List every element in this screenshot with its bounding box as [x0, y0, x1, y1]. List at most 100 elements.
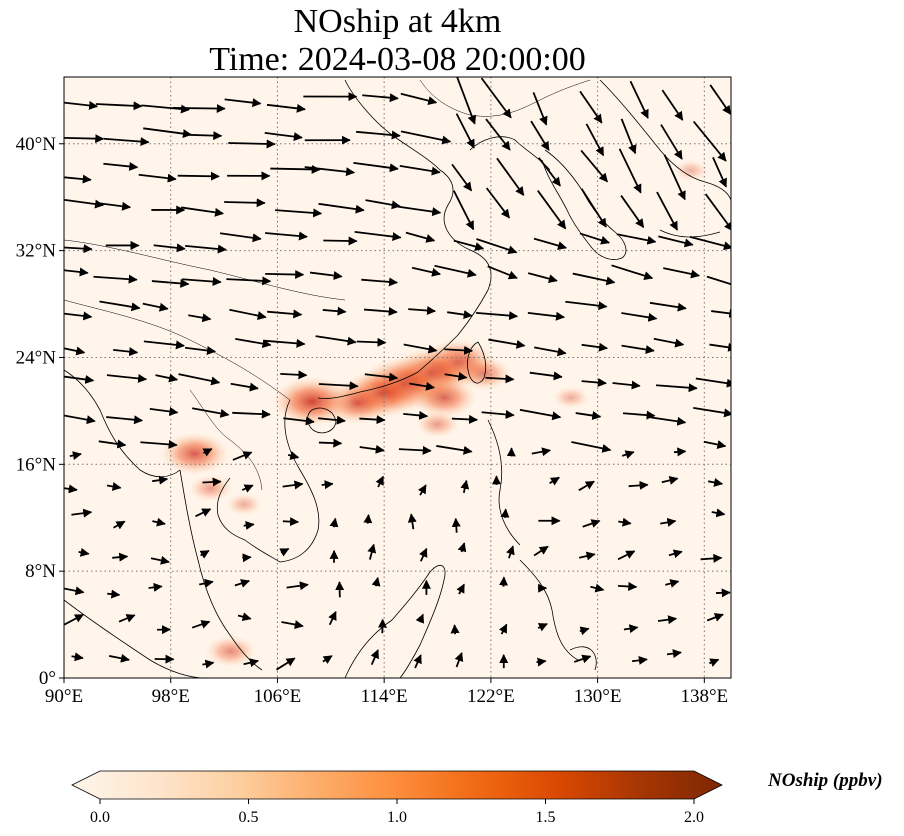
wind-vector — [199, 578, 214, 588]
wind-vector — [650, 416, 687, 426]
wind-vector — [673, 447, 687, 457]
wind-vector — [415, 613, 424, 624]
y-tick-label: 32°N — [16, 241, 57, 262]
wind-vector — [237, 612, 252, 622]
wind-vector — [618, 517, 632, 527]
wind-vector — [282, 517, 300, 527]
wind-vector — [434, 264, 477, 278]
coastline-indochina — [216, 477, 281, 563]
wind-vector — [281, 620, 304, 629]
wind-vector — [481, 409, 515, 419]
x-tick-label: 138°E — [680, 686, 728, 707]
wind-vector — [663, 154, 686, 201]
wind-vector — [531, 447, 552, 457]
wind-vector — [142, 302, 169, 312]
wind-vector — [286, 581, 309, 591]
wind-vector — [453, 190, 475, 231]
wind-vector — [400, 130, 452, 145]
wind-vector — [549, 476, 560, 486]
wind-vector — [234, 579, 250, 588]
wind-vector — [419, 547, 428, 562]
wind-vector — [454, 652, 464, 668]
country-border-3 — [189, 389, 263, 491]
wind-vector — [371, 576, 381, 587]
wind-vector — [413, 654, 422, 669]
wind-vector — [581, 378, 607, 388]
wind-vector — [364, 372, 399, 382]
wind-vector — [241, 484, 254, 493]
coastline-china — [317, 79, 492, 399]
wind-vector — [580, 149, 609, 183]
wind-vector — [363, 306, 398, 316]
concentration-hotspot — [188, 474, 233, 502]
wind-vector — [64, 199, 105, 209]
wind-vector — [318, 381, 359, 391]
wind-vector — [64, 484, 78, 494]
wind-vector — [375, 475, 384, 488]
wind-vector — [622, 410, 656, 420]
wind-vector — [184, 346, 216, 355]
concentration-hotspot — [673, 159, 709, 182]
wind-vector — [151, 278, 190, 288]
wind-vector — [444, 371, 468, 381]
wind-vector — [532, 92, 548, 126]
wind-vector — [275, 657, 296, 671]
x-tick-label: 130°E — [574, 686, 622, 707]
x-axis-ticks: 90°E 98°E 106°E 114°E 122°E 130°E 138°E — [45, 678, 728, 707]
wind-vector — [149, 407, 179, 416]
wind-vector — [150, 555, 170, 565]
wind-vector — [113, 347, 139, 357]
x-tick-label: 98°E — [152, 686, 190, 707]
wind-vector — [64, 346, 86, 356]
x-tick-label: 106°E — [254, 686, 302, 707]
wind-vector — [444, 345, 474, 355]
colorbar-label: NOship (ppbv) — [768, 770, 883, 791]
wind-vector — [620, 118, 637, 155]
wind-vector — [455, 113, 475, 149]
wind-vector — [103, 161, 139, 171]
wind-vector — [632, 655, 648, 665]
wind-vector — [403, 343, 438, 354]
wind-vector — [617, 550, 636, 561]
wind-vector — [64, 100, 99, 110]
wind-vector — [417, 484, 427, 496]
wind-vector — [403, 410, 429, 420]
wind-vector — [405, 231, 436, 243]
wind-vector — [712, 157, 727, 188]
wind-vector — [585, 123, 605, 157]
wind-vector — [226, 276, 272, 286]
wind-vector — [538, 157, 561, 187]
wind-vector — [143, 340, 185, 350]
wind-vector — [202, 659, 215, 669]
wind-vector — [64, 134, 105, 144]
coastline-vietnam — [279, 399, 320, 563]
x-tick-label: 122°E — [467, 686, 515, 707]
wind-vector — [618, 581, 638, 591]
wind-vector — [573, 654, 592, 664]
wind-vector — [399, 165, 441, 176]
wind-vector — [579, 626, 590, 636]
wind-vector — [232, 409, 271, 419]
wind-vector — [400, 92, 438, 105]
wind-vector — [709, 342, 731, 352]
wind-vector — [362, 93, 399, 103]
wind-vector — [700, 553, 723, 563]
wind-vector — [353, 161, 399, 173]
wind-vector — [485, 374, 515, 384]
wind-vector — [578, 551, 596, 561]
wind-vector — [709, 84, 731, 115]
wind-vector — [409, 381, 435, 391]
wind-vector — [71, 508, 93, 518]
wind-vector — [118, 614, 136, 623]
wind-vector — [579, 90, 603, 124]
wind-vector — [153, 243, 186, 253]
wind-vector — [178, 373, 221, 386]
wind-vector — [219, 232, 262, 243]
wind-vector — [99, 300, 141, 312]
wind-vector — [64, 244, 93, 254]
wind-vector — [581, 342, 608, 352]
wind-vector — [661, 89, 684, 121]
wind-vector — [242, 553, 252, 563]
gridlines — [64, 77, 731, 678]
wind-vector — [693, 407, 731, 418]
